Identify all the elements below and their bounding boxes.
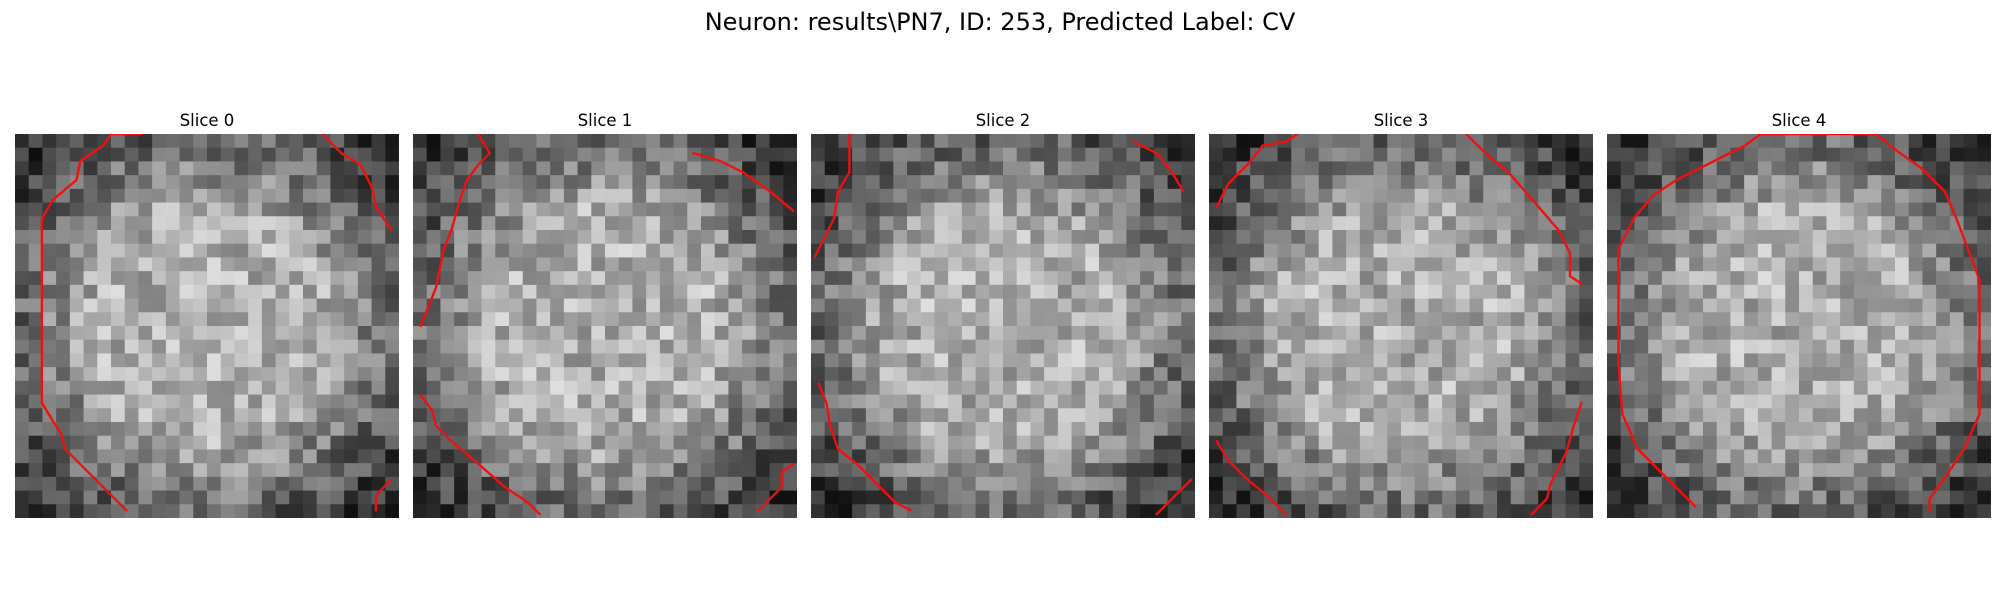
slice-title: Slice 2 [975, 111, 1031, 130]
contour-line [419, 134, 492, 328]
contour-line [692, 152, 795, 213]
slice-panel-1: Slice 1 [413, 110, 797, 518]
contour-line [817, 382, 913, 512]
slice-image [413, 134, 797, 518]
figure-title: Neuron: results\PN7, ID: 253, Predicted … [704, 8, 1296, 36]
contour-line [1215, 440, 1288, 516]
slice-image [811, 134, 1195, 518]
contour-line [40, 134, 143, 512]
slice-title: Slice 0 [179, 111, 235, 130]
slice-title: Slice 1 [577, 111, 633, 130]
slice-panel-2: Slice 2 [811, 110, 1195, 518]
contour-line [1617, 134, 1981, 512]
slice-panel-4: Slice 4 [1607, 110, 1991, 518]
contour-line [419, 393, 541, 516]
slice-image [1209, 134, 1593, 518]
slice-image [15, 134, 399, 518]
slice-image [1607, 134, 1991, 518]
slice-panel-0: Slice 0 [15, 110, 399, 518]
slice-panel-3: Slice 3 [1209, 110, 1593, 518]
contour-line [1465, 134, 1583, 286]
contour-line [1132, 140, 1185, 193]
contour-line [321, 134, 393, 232]
contour-line [1155, 478, 1193, 516]
slice-title: Slice 4 [1771, 111, 1827, 130]
slice-title: Slice 3 [1373, 111, 1429, 130]
contour-line [374, 478, 393, 512]
contour-line [757, 463, 795, 512]
contour-line [1215, 134, 1299, 209]
contour-line [813, 134, 851, 259]
contour-line [1530, 401, 1583, 516]
